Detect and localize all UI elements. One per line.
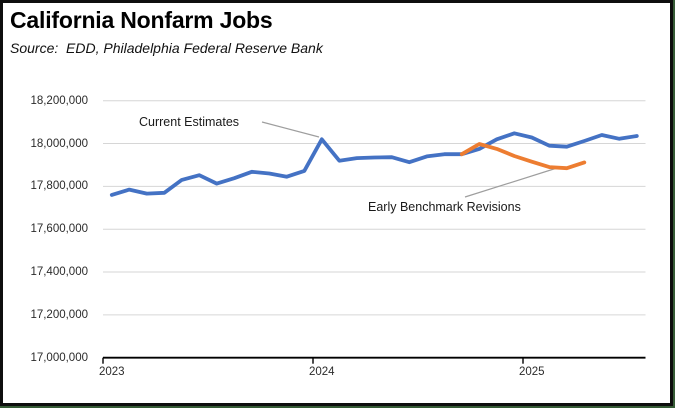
series-line-current-estimates [109,131,639,197]
y-axis-tick-label: 17,600,000 [30,223,88,236]
y-axis-tick-label: 17,000,000 [30,351,88,364]
line-chart-plot [102,100,646,364]
annotation-early-benchmark-revisions: Early Benchmark Revisions [368,200,521,214]
y-axis-tick-label: 18,200,000 [30,94,88,107]
y-axis-tick-label: 18,000,000 [30,137,88,150]
y-axis-tick-label: 17,800,000 [30,180,88,193]
annotation-leader-line [464,167,558,198]
y-axis-tick-label: 17,400,000 [30,266,88,279]
x-axis-tick-label: 2023 [98,366,125,378]
x-axis-tick-label: 2024 [308,366,335,378]
chart-title: California Nonfarm Jobs [10,7,273,33]
source-caption: Source: EDD, Philadelphia Federal Reserv… [10,40,323,56]
series-line-early-benchmark-revisions [459,142,587,171]
x-axis-tick-label: 2025 [518,366,545,378]
annotation-leader-line [261,121,320,138]
y-axis-tick-label: 17,200,000 [30,308,88,321]
annotation-current-estimates: Current Estimates [139,115,240,129]
